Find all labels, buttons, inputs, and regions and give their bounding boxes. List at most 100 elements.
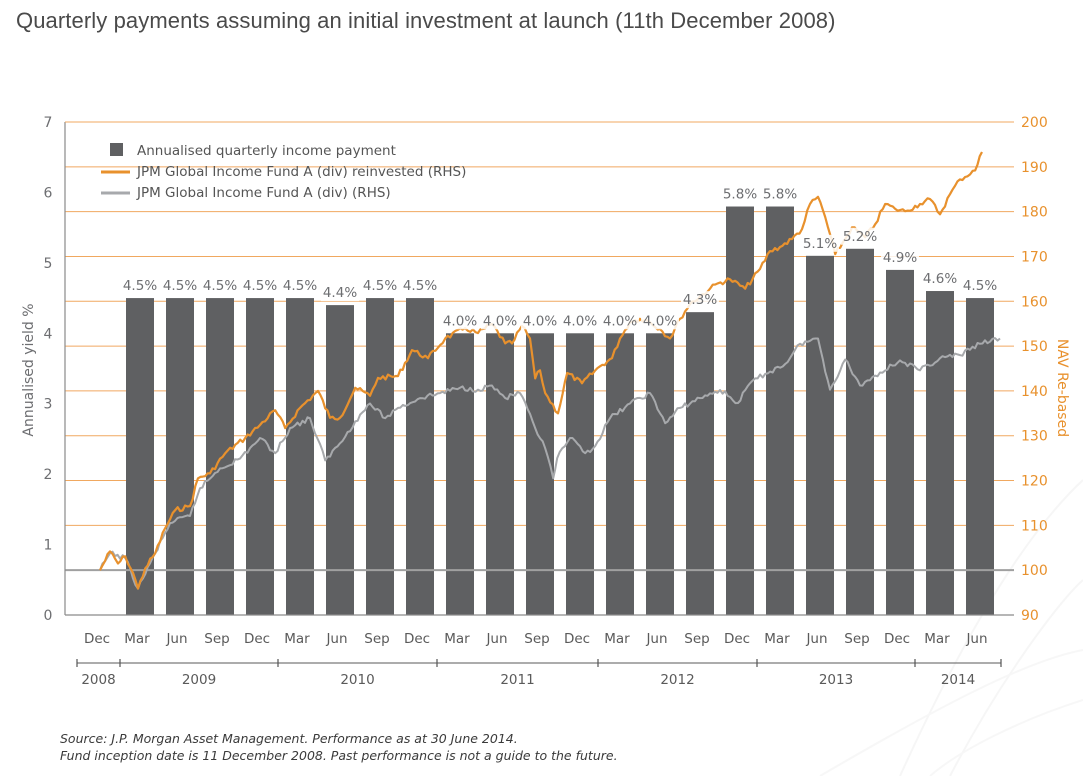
bar-label-background	[321, 284, 359, 302]
x-tick-year: 2013	[819, 672, 853, 688]
y-tick-right: 200	[1021, 115, 1048, 131]
x-tick-month: Sep	[524, 631, 549, 647]
bar	[726, 206, 754, 615]
bar-value-label: 4.3%	[683, 292, 717, 308]
bar-value-label: 4.5%	[203, 278, 237, 294]
x-tick-month: Jun	[965, 631, 987, 647]
bar-label-background	[961, 277, 999, 295]
y-tick-right: 190	[1021, 160, 1048, 176]
bar-value-label: 5.8%	[723, 187, 757, 203]
y-axis-right-label: NAV Re-based	[1054, 339, 1070, 437]
y-tick-left: 2	[44, 467, 53, 483]
tick-labels: 0 1 2 3 4 5 6 7 90 100 110 120 130 140 150 160 170 180 190…	[44, 115, 1048, 624]
bar-labels: 4.5% 4.5% 4.5% 4.5% 4.5% 4.4% 4.5% 4.5% 4.0% 4.0%…	[121, 185, 999, 330]
bar-label-background	[601, 312, 639, 330]
bar-value-label: 5.1%	[803, 236, 837, 252]
x-tick-month: Dec	[244, 631, 270, 647]
x-tick-month: Mar	[764, 631, 790, 647]
bar-value-label: 4.0%	[603, 313, 637, 329]
y-tick-left: 0	[44, 608, 53, 624]
y-tick-right: 160	[1021, 294, 1048, 310]
bar	[646, 333, 674, 615]
legend-label-bars: Annualised quarterly income payment	[137, 143, 396, 159]
x-tick-year: 2014	[941, 672, 975, 688]
bar-value-label: 4.0%	[443, 313, 477, 329]
y-tick-left: 6	[44, 185, 53, 201]
bar-label-background	[641, 312, 679, 330]
bar-label-background	[401, 277, 439, 295]
background-decoration	[819, 479, 1083, 776]
bar-value-label: 4.5%	[403, 278, 437, 294]
x-tick-month: Dec	[404, 631, 430, 647]
y-tick-right: 130	[1021, 429, 1048, 445]
bar	[886, 269, 914, 615]
footer-note: Source: J.P. Morgan Asset Management. Pe…	[60, 730, 618, 764]
bar-label-background	[241, 277, 279, 295]
bar	[166, 298, 194, 615]
x-tick-month: Mar	[124, 631, 150, 647]
bar	[246, 298, 274, 615]
x-tick-month: Mar	[924, 631, 950, 647]
bar-label-background	[721, 185, 759, 203]
y-tick-left: 1	[44, 538, 53, 554]
bar-value-label: 5.2%	[843, 229, 877, 245]
legend-label-distributing: JPM Global Income Fund A (div) (RHS)	[136, 185, 391, 201]
x-tick-year: 2008	[81, 672, 115, 688]
bar-label-background	[681, 291, 719, 309]
bar-label-background	[281, 277, 319, 295]
x-tick-year: 2010	[340, 672, 374, 688]
distributing-line	[99, 337, 1001, 590]
y-tick-right: 90	[1021, 608, 1039, 624]
x-tick-month: Jun	[645, 631, 667, 647]
bar	[766, 206, 794, 615]
bar	[326, 305, 354, 615]
x-tick-month: Sep	[204, 631, 229, 647]
y-tick-right: 100	[1021, 563, 1048, 579]
x-tick-month: Mar	[444, 631, 470, 647]
x-tick-month: Dec	[724, 631, 750, 647]
x-tick-month: Sep	[684, 631, 709, 647]
bar-label-background	[561, 312, 599, 330]
bar	[606, 333, 634, 615]
bar-label-background	[121, 277, 159, 295]
bar	[926, 291, 954, 615]
bar-value-label: 4.0%	[483, 313, 517, 329]
bar-label-background	[841, 227, 879, 245]
bar-value-label: 4.0%	[563, 313, 597, 329]
bar-label-background	[361, 277, 399, 295]
bar-value-label: 4.5%	[363, 278, 397, 294]
bar-value-label: 4.5%	[123, 278, 157, 294]
bar	[206, 298, 234, 615]
reinvested-line	[99, 151, 983, 590]
x-tick-month: Dec	[564, 631, 590, 647]
lines	[99, 151, 1001, 590]
x-tick-month: Mar	[604, 631, 630, 647]
bar	[366, 298, 394, 615]
bar-value-label: 4.5%	[163, 278, 197, 294]
bar-value-label: 4.0%	[643, 313, 677, 329]
bar-value-label: 4.9%	[883, 250, 917, 266]
x-tick-year: 2012	[660, 672, 694, 688]
bar	[806, 255, 834, 616]
bars	[65, 206, 1014, 616]
x-tick-month: Sep	[364, 631, 389, 647]
page-title: Quarterly payments assuming an initial i…	[16, 8, 836, 33]
bar-label-background	[761, 185, 799, 203]
bar	[846, 248, 874, 615]
bar-value-label: 4.5%	[243, 278, 277, 294]
bar	[406, 298, 434, 615]
x-tick-month: Mar	[284, 631, 310, 647]
y-tick-left: 4	[44, 326, 53, 342]
x-tick-year: 2011	[500, 672, 534, 688]
bar-label-background	[881, 248, 919, 266]
bar-label-background	[921, 270, 959, 288]
bar-label-background	[481, 312, 519, 330]
x-tick-month: Jun	[485, 631, 507, 647]
bar	[526, 333, 554, 615]
x-tick-month: Dec	[84, 631, 110, 647]
bar	[486, 333, 514, 615]
x-tick-month: Jun	[165, 631, 187, 647]
bar-value-label: 4.5%	[963, 278, 997, 294]
bar-value-label: 4.6%	[923, 271, 957, 287]
